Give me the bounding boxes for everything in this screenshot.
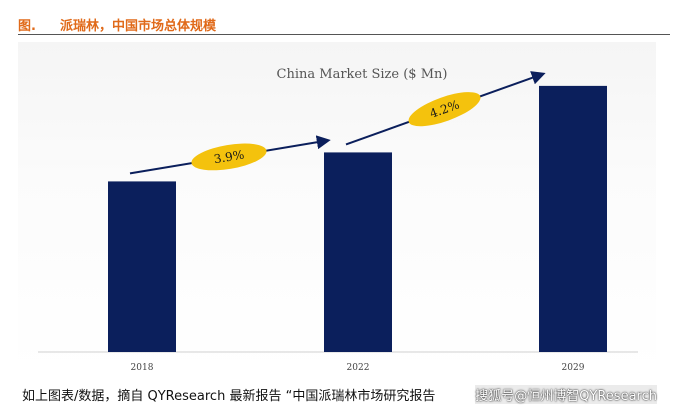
bar-2029: [539, 85, 607, 352]
x-tick-label-2029: 2029: [562, 363, 585, 373]
figure-title: 派瑞林，中国市场总体规模: [60, 19, 217, 34]
source-note: 如上图表/数据，摘自 QYResearch 最新报告 “中国派瑞林市场研究报告: [22, 389, 436, 404]
x-tick-label-2022: 2022: [347, 363, 370, 373]
growth-badge-1: [191, 143, 267, 171]
bar-2022: [324, 152, 392, 352]
figure-header: 图. 派瑞林，中国市场总体规模: [18, 12, 670, 35]
growth-label-1: 3.9%: [213, 147, 245, 166]
figure-label: 图.: [18, 19, 36, 34]
chart-area: China Market Size ($ Mn) 2018 2022 2029 3.9%…: [18, 42, 656, 374]
watermark: 搜狐号@恒州博智QYResearch: [475, 385, 657, 404]
x-tick-label-2018: 2018: [131, 363, 154, 373]
bar-2018: [108, 181, 176, 352]
market-size-chart: China Market Size ($ Mn) 2018 2022 2029 3.9%…: [38, 67, 638, 373]
chart-title: China Market Size ($ Mn): [277, 67, 448, 82]
growth-badge-2: [408, 92, 481, 127]
